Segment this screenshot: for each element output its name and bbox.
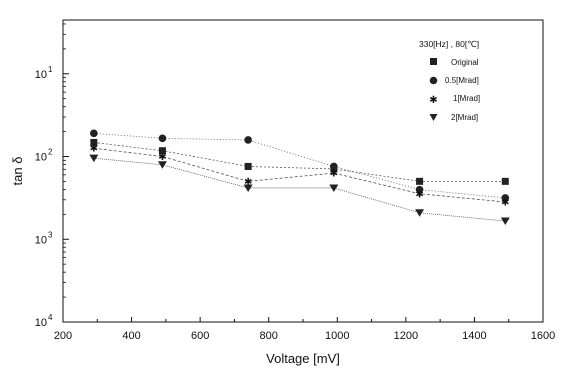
legend-marker-2-mrad (429, 114, 438, 121)
y-tick-exponent: 2 (48, 148, 53, 157)
legend-item-original: Original (430, 58, 479, 67)
legend-marker-original (430, 58, 437, 65)
x-tick-label: 1000 (325, 330, 349, 342)
x-tick-label: 200 (54, 330, 72, 342)
series-line-0 (93, 142, 506, 182)
series-lines (93, 132, 506, 222)
x-axis-title: Voltage [mV] (266, 351, 340, 366)
data-point: ✱ (415, 189, 423, 200)
legend-label-2-mrad: 2[Mrad] (451, 113, 478, 122)
y-axis-title: tan δ (10, 157, 25, 186)
data-point: ✱ (244, 177, 252, 188)
y-tick-exponent: 1 (48, 65, 53, 74)
data-point: ✱ (158, 152, 166, 163)
y-tick-label: 10 (35, 69, 47, 81)
data-point (500, 217, 510, 226)
data-point (90, 129, 98, 138)
data-point (89, 154, 99, 163)
legend-marker-1-mrad: ✱ (429, 95, 437, 106)
y-tick-exponent: 4 (48, 313, 53, 322)
data-point (157, 161, 167, 169)
legend-label-original: Original (451, 58, 479, 67)
data-point (415, 209, 425, 217)
data-point (158, 134, 167, 143)
y-tick-label: 10 (35, 152, 47, 164)
y-tick-exponent: 3 (48, 230, 53, 239)
legend: 330[Hz] , 80[℃] Original 0.5[Mrad] ✱ 1[M… (419, 39, 480, 122)
data-point: ✱ (501, 198, 509, 209)
legend-label-1-mrad: 1[Mrad] (453, 94, 480, 103)
data-point: ✱ (330, 169, 338, 180)
x-tick-label: 1200 (394, 330, 418, 342)
y-tick-label: 10 (35, 234, 47, 246)
data-point: ✱ (90, 144, 98, 155)
legend-item-0.5-mrad: 0.5[Mrad] (429, 76, 479, 85)
data-point (501, 177, 509, 185)
series-line-2 (93, 147, 506, 203)
data-point (329, 184, 339, 192)
legend-label-0.5-mrad: 0.5[Mrad] (445, 76, 479, 85)
legend-marker-0.5-mrad (429, 76, 438, 85)
data-point (415, 185, 424, 194)
data-point (416, 177, 424, 185)
x-tick-label: 400 (122, 330, 140, 342)
data-point (330, 162, 338, 171)
series-markers: ✱ ✱ ✱ ✱ ✱ ✱ (89, 129, 510, 226)
x-tick-label: 600 (191, 330, 209, 342)
data-point (244, 136, 252, 144)
x-tick-label: 1400 (462, 330, 486, 342)
legend-item-1-mrad: ✱ 1[Mrad] (429, 94, 480, 106)
data-point (243, 184, 253, 192)
x-tick-label: 1600 (531, 330, 555, 342)
legend-item-2-mrad: 2[Mrad] (429, 113, 478, 122)
data-point (244, 162, 252, 170)
series-line-3 (93, 157, 506, 222)
data-point (501, 194, 510, 202)
data-point (158, 147, 166, 155)
series-line-1 (93, 132, 506, 199)
y-tick-label: 10 (35, 317, 47, 329)
legend-title: 330[Hz] , 80[℃] (419, 39, 479, 49)
data-point (90, 138, 98, 146)
x-tick-label: 800 (260, 330, 278, 342)
